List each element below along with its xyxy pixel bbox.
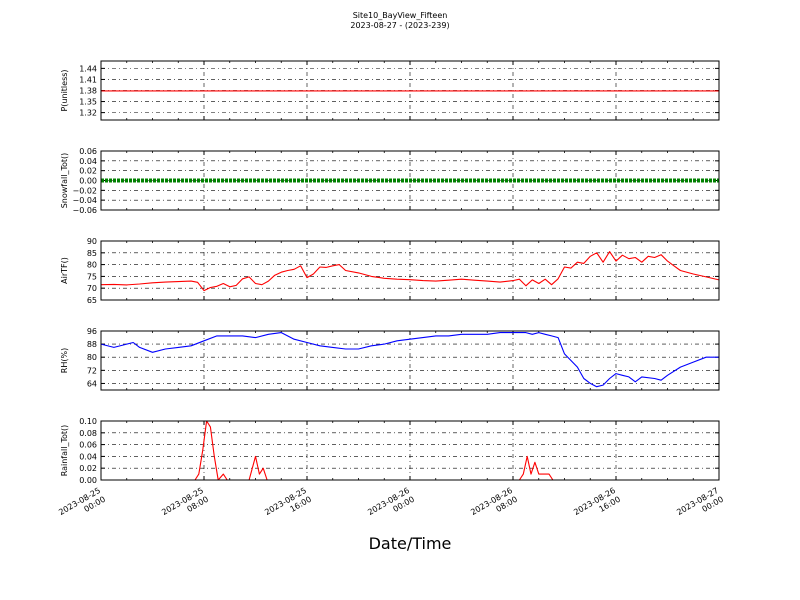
panel-frame	[100, 60, 720, 121]
chart-title: Site10_BayView_Fifteen	[352, 11, 448, 20]
y-tick-label: 1.32	[79, 109, 97, 118]
y-axis-label: RH(%)	[60, 348, 69, 373]
y-tick-label: 75	[87, 272, 97, 281]
y-tick-label: −0.02	[72, 186, 97, 195]
x-tick-label: 2023-08-2616:00	[572, 486, 622, 526]
y-tick-label: 1.41	[79, 75, 97, 84]
panel-frame	[100, 150, 720, 211]
panel-frame	[100, 330, 720, 391]
y-axis-label: AirTF()	[60, 257, 69, 284]
panel-2: 0.060.040.020.00−0.02−0.04−0.06Snowfall_…	[60, 147, 720, 215]
y-axis-label: P(unitless)	[60, 69, 69, 111]
x-axis-label: Date/Time	[368, 534, 452, 553]
panel-5: 0.10 0.08 0.06 0.04 0.02 0.00 Rainfall_Tot()	[60, 417, 720, 485]
y-tick-label: 65	[87, 296, 97, 305]
y-tick-label: 72	[87, 366, 97, 375]
y-tick-label: 64	[87, 379, 97, 388]
y-tick-label: 0.06	[79, 147, 97, 156]
y-tick-label: −0.06	[72, 206, 97, 215]
y-tick-label: 96	[87, 327, 97, 336]
series-line	[100, 332, 719, 388]
x-tick-label: 2023-08-2508:00	[160, 486, 210, 526]
panel-frame	[100, 240, 720, 301]
y-tick-label: 80	[87, 261, 97, 270]
series-line	[101, 420, 719, 481]
y-axis-label: Snowfall_Tot()	[60, 153, 69, 209]
y-tick-label: 88	[87, 340, 97, 349]
y-tick-label: 0.04	[79, 157, 97, 166]
y-tick-label: 0.06	[79, 441, 97, 450]
panel-4: 96 88 80 72 64 RH(%)	[60, 327, 720, 391]
x-tick-label: 2023-08-2700:00	[675, 486, 725, 526]
y-tick-label: 1.38	[79, 87, 97, 96]
y-tick-label: −0.04	[72, 196, 97, 205]
x-tick-label: 2023-08-2500:00	[57, 486, 107, 526]
x-tick-label: 2023-08-2516:00	[263, 486, 313, 526]
y-tick-label: 90	[87, 237, 97, 246]
y-tick-label: 1.44	[79, 64, 97, 73]
panel-1: 1.32 1.35 1.38 1.41 1.44 P(unitless)	[60, 60, 720, 121]
chart-subtitle: 2023-08-27 - (2023-239)	[350, 21, 450, 30]
x-tick-label: 2023-08-2608:00	[469, 486, 519, 526]
y-tick-label: 70	[87, 284, 97, 293]
y-tick-label: 1.35	[79, 98, 97, 107]
y-tick-label: 0.08	[79, 429, 97, 438]
x-tick-label: 2023-08-2600:00	[366, 486, 416, 526]
y-tick-label: 80	[87, 353, 97, 362]
y-tick-label: 0.04	[79, 452, 97, 461]
y-axis-label: Rainfall_Tot()	[60, 425, 69, 477]
y-tick-label: 0.00	[79, 476, 97, 485]
y-tick-label: 0.00	[79, 177, 97, 186]
panel-3: 90 85 80 75 70 65 AirTF()	[60, 237, 720, 305]
y-tick-label: 85	[87, 249, 97, 258]
y-tick-label: 0.02	[79, 464, 97, 473]
y-tick-label: 0.10	[79, 417, 97, 426]
panel-frame	[100, 420, 720, 481]
series-line	[100, 251, 720, 292]
y-tick-label: 0.02	[79, 167, 97, 176]
